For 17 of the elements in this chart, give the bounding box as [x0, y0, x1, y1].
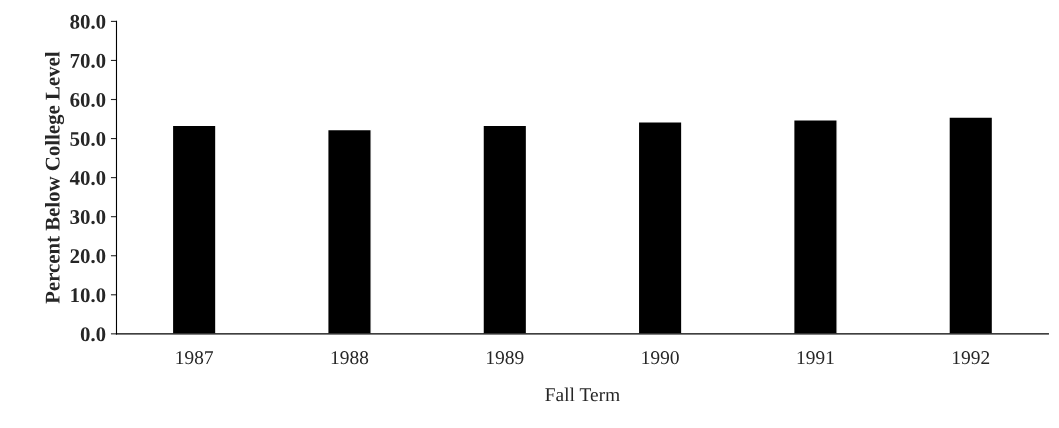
y-tick-label: 60.0 — [70, 92, 106, 108]
x-tick-label: 1990 — [642, 351, 679, 365]
y-axis-title: Percent Below College Level — [45, 51, 65, 304]
y-tick-label: 30.0 — [70, 210, 106, 225]
y-tick-label: 20.0 — [70, 249, 106, 264]
y-tick-label: 70.0 — [70, 53, 106, 68]
y-tick-label: 0.0 — [80, 327, 106, 342]
y-tick-label: 40.0 — [69, 170, 106, 186]
x-tick-label: 1989 — [487, 351, 524, 365]
y-tick-label: 80.0 — [70, 14, 106, 29]
x-tick-label: 1988 — [331, 351, 369, 365]
x-tick-label: 1987 — [176, 351, 214, 365]
x-tick-label: 1992 — [953, 351, 990, 365]
x-axis-title: Fall Term — [545, 387, 620, 402]
y-tick-label: 10.0 — [71, 288, 106, 303]
y-tick-label: 50.0 — [70, 131, 106, 147]
x-tick-label: 1991 — [797, 351, 834, 365]
